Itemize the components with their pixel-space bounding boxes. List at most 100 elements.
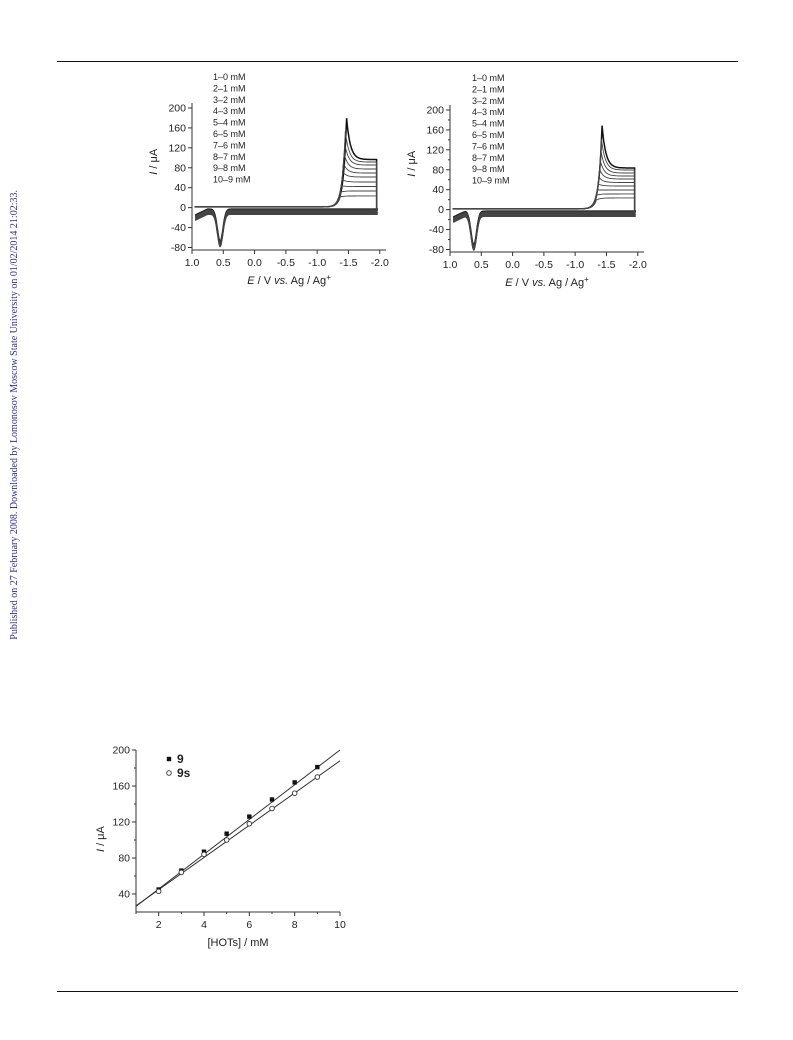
x-tick-label: 0.0 [247, 257, 262, 269]
legend-entry: 7–6 mM [472, 141, 505, 151]
data-point-9s [201, 851, 207, 858]
legend-entry: 7–6 mM [213, 140, 246, 150]
data-point-9s [246, 821, 253, 827]
x-tick-label: 1.0 [185, 257, 200, 269]
legend-entry: 6–5 mM [472, 130, 505, 140]
legend-marker-9s [166, 770, 172, 776]
y-axis-label: I / μA [148, 148, 160, 175]
data-point-9 [292, 780, 297, 785]
x-axis-label-part-1: / V [513, 277, 533, 289]
x-axis-label-part-0: E [505, 277, 513, 289]
y-tick-label: -40 [429, 224, 444, 236]
y-tick-label: 120 [168, 142, 186, 154]
data-point-9s [178, 869, 185, 876]
y-tick-label: 80 [118, 853, 130, 865]
legend-entry: 10–9 mM [213, 175, 251, 185]
fit-line-9 [135, 749, 341, 907]
x-tick-label: 0.0 [505, 259, 520, 271]
legend-entry: 8–7 mM [472, 153, 505, 163]
cv-curve-series-10 [194, 195, 378, 248]
legend-entry: 4–3 mM [472, 107, 505, 117]
legend-entry: 5–4 mM [213, 118, 246, 128]
x-tick-label: 8 [292, 919, 298, 931]
y-axis-label: I / μA [406, 150, 418, 177]
x-axis-label: E / V vs. Ag / Ag+ [505, 275, 589, 290]
y-axis-label-part-0: I [148, 172, 160, 175]
fit-line-9s [135, 760, 341, 907]
x-axis-label-part-2: vs. [532, 277, 546, 289]
data-point-9 [247, 814, 252, 819]
y-axis-label-part-1: / μA [406, 150, 418, 174]
x-tick-label: 0.5 [216, 257, 231, 269]
legend-entry: 1–0 mM [213, 72, 246, 82]
y-tick-label: 200 [426, 104, 444, 116]
cv-curve-series-9 [452, 193, 636, 251]
x-tick-label: 0.5 [474, 259, 489, 271]
data-point-9s [155, 888, 162, 895]
x-tick-label: 2 [156, 919, 162, 931]
x-tick-label: -2.0 [371, 257, 389, 269]
x-axis-label-part-3: Ag / Ag [288, 275, 326, 287]
data-point-9s [291, 790, 298, 796]
y-tick-label: -40 [171, 222, 186, 234]
y-tick-label: 160 [168, 122, 186, 134]
y-tick-label: 0 [180, 202, 186, 214]
y-tick-label: 160 [426, 124, 444, 136]
x-tick-label: -0.5 [277, 257, 295, 269]
y-tick-label: 40 [174, 182, 186, 194]
page-rule-top [57, 61, 738, 62]
x-tick-label: -1.5 [597, 259, 615, 271]
data-point-9 [224, 831, 229, 836]
legend-entry: 9 [177, 752, 184, 766]
x-axis-label-part-3: Ag / Ag [546, 277, 584, 289]
calibration-plot: 40 80 120 160 200 2 4 6 8 10 [HOTs] / mM I / μA 99s [95, 745, 346, 950]
x-axis-label-part-4: + [584, 275, 589, 284]
y-tick-label: 160 [112, 781, 130, 793]
legend-entry: 10–9 mM [472, 176, 510, 186]
x-tick-label: -1.0 [566, 259, 584, 271]
y-tick-label: 120 [112, 817, 130, 829]
x-axis-label-part-4: + [326, 273, 331, 282]
y-tick-label: -80 [429, 244, 444, 256]
legend-marker-9 [166, 756, 172, 762]
y-axis-label-part-1: / μA [95, 825, 107, 849]
data-point-9 [315, 764, 320, 770]
page-rule-bottom [57, 991, 738, 992]
legend-entry: 3–2 mM [213, 95, 246, 105]
x-axis-label-part-1: / V [255, 275, 275, 287]
y-tick-label: 200 [168, 102, 186, 114]
legend-entry: 8–7 mM [213, 152, 246, 162]
x-axis-label-part-2: vs. [274, 275, 288, 287]
x-tick-label: -0.5 [535, 259, 553, 271]
data-point-9 [269, 797, 275, 802]
y-axis-label: I / μA [95, 825, 107, 852]
legend-entry: 2–1 mM [213, 83, 246, 93]
download-side-note-text: Published on 27 February 2008. Downloade… [8, 190, 20, 640]
x-axis-label: E / V vs. Ag / Ag+ [247, 273, 331, 288]
legend-entry: 9s [177, 766, 191, 780]
y-tick-label: 0 [438, 204, 444, 216]
cyclic-voltammogram-left: -80 -40 0 40 80 120 160 200 1.0 0.5 0.0 -0.5 -1.0 -1.… [148, 72, 389, 288]
y-tick-label: 40 [118, 889, 130, 901]
y-axis-label-part-0: I [406, 174, 418, 177]
data-point-9s [223, 837, 230, 843]
x-tick-label: -1.5 [339, 257, 357, 269]
y-axis-label-part-0: I [95, 849, 107, 852]
x-tick-label: -2.0 [629, 259, 647, 271]
y-tick-label: 200 [112, 745, 130, 757]
x-tick-label: 1.0 [443, 259, 458, 271]
data-point-9s [269, 805, 275, 812]
y-tick-label: 120 [426, 144, 444, 156]
legend-entry: 4–3 mM [213, 106, 246, 116]
y-axis-label-part-1: / μA [148, 148, 160, 172]
legend-entry: 2–1 mM [472, 84, 505, 94]
y-tick-label: -80 [171, 242, 186, 254]
x-axis-label-part-0: E [247, 275, 255, 287]
legend-entry: 3–2 mM [472, 96, 505, 106]
legend-entry: 5–4 mM [472, 119, 505, 129]
y-tick-label: 40 [432, 184, 444, 196]
legend-entry: 1–0 mM [472, 73, 505, 83]
x-tick-label: 6 [246, 919, 252, 931]
x-tick-label: 4 [201, 919, 207, 931]
legend-entry: 6–5 mM [213, 129, 246, 139]
